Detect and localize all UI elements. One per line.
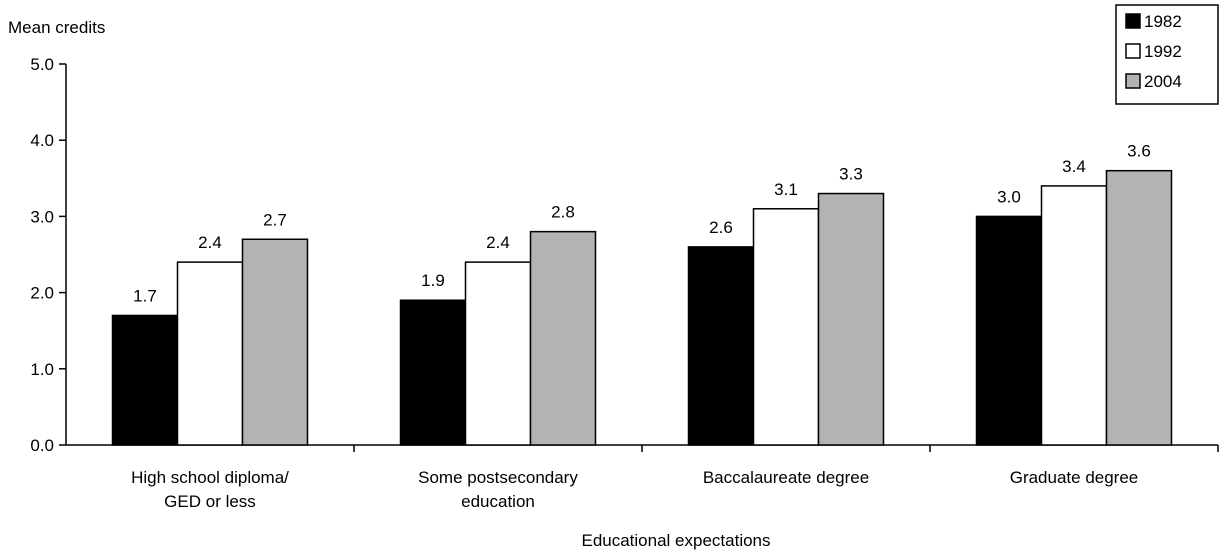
bar-1982-3 xyxy=(687,246,755,446)
category-label: Baccalaureate degree xyxy=(703,468,869,487)
x-axis-title: Educational expectations xyxy=(581,531,770,550)
category-labels: High school diploma/GED or less Some post… xyxy=(131,468,1138,511)
legend-swatch-2004 xyxy=(1125,73,1141,89)
data-label-2004-3: 3.3 xyxy=(839,165,863,184)
bars xyxy=(111,169,1173,446)
category-label: High school diploma/ xyxy=(131,468,289,487)
bar-1982-1 xyxy=(111,314,179,446)
bar-2004-3 xyxy=(817,192,885,446)
legend-label-1992: 1992 xyxy=(1144,42,1182,61)
bar-1982-4 xyxy=(975,215,1043,446)
y-axis: 0.0 1.0 2.0 3.0 4.0 5.0 xyxy=(30,55,67,455)
bar-1992-2 xyxy=(464,261,532,446)
x-axis xyxy=(66,444,1219,452)
data-label-1982-4: 3.0 xyxy=(997,187,1021,206)
bar-1992-4 xyxy=(1040,185,1108,446)
data-label-2004-1: 2.7 xyxy=(263,210,287,229)
y-tick-label: 3.0 xyxy=(30,207,54,226)
data-label-1982-3: 2.6 xyxy=(709,218,733,237)
bar-1982-2 xyxy=(399,299,467,446)
category-label: Some postsecondary xyxy=(418,468,578,487)
y-axis-title: Mean credits xyxy=(8,18,105,37)
category-label: Graduate degree xyxy=(1010,468,1139,487)
data-label-1992-1: 2.4 xyxy=(198,233,222,252)
data-label-1992-2: 2.4 xyxy=(486,233,510,252)
y-tick-label: 1.0 xyxy=(30,360,54,379)
data-label-1992-4: 3.4 xyxy=(1062,157,1086,176)
bar-2004-1 xyxy=(241,238,309,446)
data-label-1992-3: 3.1 xyxy=(774,180,798,199)
legend-label-1982: 1982 xyxy=(1144,12,1182,31)
y-tick-label: 5.0 xyxy=(30,55,54,74)
legend-swatch-1982 xyxy=(1125,13,1141,29)
y-tick-label: 0.0 xyxy=(30,436,54,455)
bar-1992-3 xyxy=(752,208,820,446)
category-label: education xyxy=(461,492,535,511)
data-label-1982-1: 1.7 xyxy=(133,286,157,305)
data-label-1982-2: 1.9 xyxy=(421,271,445,290)
data-label-2004-4: 3.6 xyxy=(1127,142,1151,161)
y-tick-label: 4.0 xyxy=(30,131,54,150)
data-label-2004-2: 2.8 xyxy=(551,203,575,222)
data-labels: 1.7 2.4 2.7 1.9 2.4 2.8 2.6 3.1 3.3 3.0 3.4 3.6 xyxy=(133,142,1151,306)
bar-2004-2 xyxy=(529,230,597,446)
legend-swatch-1992 xyxy=(1125,43,1141,59)
legend-label-2004: 2004 xyxy=(1144,72,1182,91)
legend: 1982 1992 2004 xyxy=(1115,4,1219,105)
bar-1992-1 xyxy=(176,261,244,446)
y-tick-label: 2.0 xyxy=(30,284,54,303)
bar-2004-4 xyxy=(1105,169,1173,446)
category-label: GED or less xyxy=(164,492,256,511)
